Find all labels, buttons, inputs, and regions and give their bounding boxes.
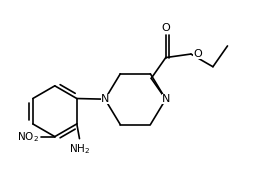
- Text: NH$_2$: NH$_2$: [69, 143, 90, 156]
- Text: N: N: [162, 94, 170, 104]
- Text: NO$_2$: NO$_2$: [17, 130, 39, 143]
- Text: O: O: [193, 49, 202, 59]
- Text: N: N: [101, 94, 109, 104]
- Text: O: O: [161, 23, 170, 33]
